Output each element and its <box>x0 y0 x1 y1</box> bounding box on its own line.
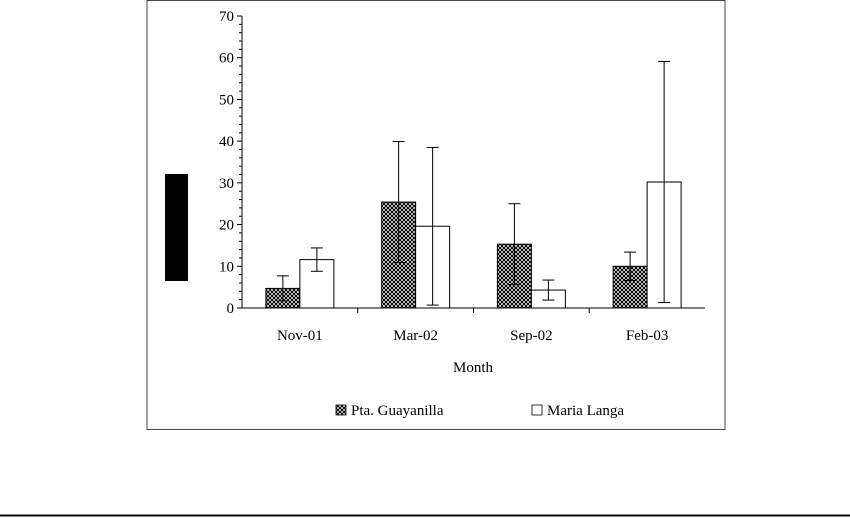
x-tick-label: Sep-02 <box>510 328 553 344</box>
y-tick-label: 30 <box>219 176 234 192</box>
x-tick-label: Mar-02 <box>393 328 438 344</box>
y-tick-label: 10 <box>219 259 234 275</box>
redacted-y-axis-label <box>165 174 188 281</box>
legend-swatch-pta-guayanilla <box>335 404 347 416</box>
y-tick-label: 20 <box>219 218 234 234</box>
y-tick-label: 0 <box>227 301 235 317</box>
x-axis-title: Month <box>453 360 494 376</box>
legend-label-pta-guayanilla: Pta. Guayanilla <box>351 403 444 419</box>
legend: Pta. Guayanilla Maria Langa <box>335 403 624 419</box>
y-tick-label: 50 <box>219 92 234 108</box>
y-tick-label: 70 <box>219 9 234 25</box>
x-tick-label: Nov-01 <box>277 328 323 344</box>
chart-frame <box>146 0 726 430</box>
legend-swatch-maria-langa <box>531 404 543 416</box>
x-tick-label: Feb-03 <box>626 328 669 344</box>
y-tick-label: 40 <box>219 134 234 150</box>
legend-label-maria-langa: Maria Langa <box>547 403 624 419</box>
y-tick-label: 60 <box>219 51 234 67</box>
